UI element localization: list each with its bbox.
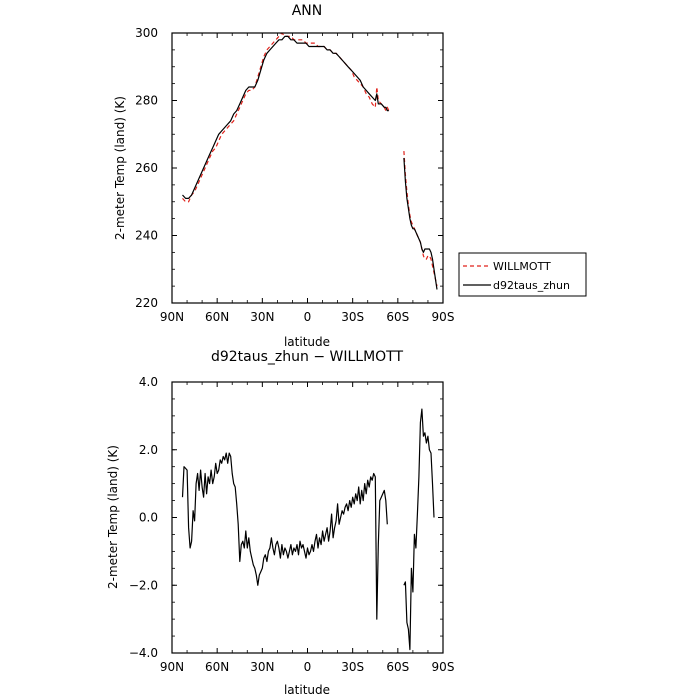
- series-lines: [182, 32, 438, 290]
- series-line-difference: [181, 452, 388, 620]
- chart-title: ANN: [292, 3, 323, 19]
- x-tick-label: 90S: [432, 660, 455, 674]
- y-axis-label: 2-meter Temp (land) (K): [113, 96, 127, 240]
- x-axis-label: latitude: [284, 683, 330, 697]
- y-axis-label: 2-meter Temp (land) (K): [106, 445, 120, 589]
- x-tick-label: 60S: [386, 660, 409, 674]
- series-line-difference: [403, 408, 435, 651]
- series-lines: [181, 408, 435, 651]
- x-tick-label: 90S: [432, 310, 455, 324]
- x-tick-label: 60N: [205, 310, 229, 324]
- series-line-willmott: [182, 32, 390, 203]
- y-tick-label: 300: [135, 26, 158, 40]
- y-tick-label: 0.0: [139, 511, 158, 525]
- series-line-willmott: [403, 151, 438, 287]
- x-tick-label: 90N: [160, 660, 184, 674]
- difference-chart: d92taus_zhun − WILLMOTT 2-meter Temp (la…: [106, 349, 454, 697]
- x-tick-label: 0: [304, 660, 312, 674]
- series-line-d92taus-zhun: [403, 157, 438, 290]
- x-tick-label: 90N: [160, 310, 184, 324]
- x-tick-label: 30S: [341, 310, 364, 324]
- y-tick-label: 240: [135, 229, 158, 243]
- x-tick-label: 30S: [341, 660, 364, 674]
- x-tick-label: 30N: [250, 660, 274, 674]
- x-tick-label: 60N: [205, 660, 229, 674]
- temperature-chart: ANN 2-meter Temp (land) (K) latitude 90N…: [113, 3, 587, 349]
- y-tick-label: 260: [135, 161, 158, 175]
- x-tick-label: 30N: [250, 310, 274, 324]
- plot-frame: [171, 381, 444, 654]
- plot-frame: [171, 32, 444, 304]
- x-axis-label: latitude: [284, 335, 330, 349]
- legend: WILLMOTT d92taus_zhun: [458, 252, 587, 297]
- y-tick-label: 2.0: [139, 443, 158, 457]
- x-tick-label: 60S: [386, 310, 409, 324]
- y-tick-label: 220: [135, 296, 158, 310]
- y-tick-label: 4.0: [139, 375, 158, 389]
- y-tick-label: 280: [135, 94, 158, 108]
- x-tick-label: 0: [304, 310, 312, 324]
- legend-label-willmott: WILLMOTT: [493, 260, 551, 273]
- series-line-d92taus-zhun: [182, 35, 389, 199]
- axis-ticks: 90N 60N 30N 0 30S 60S 90S −4.0 −2.0 0.0 2.0 4.0: [129, 375, 455, 674]
- axis-ticks: 90N 60N 30N 0 30S 60S 90S 220 240 260 280 300: [135, 26, 454, 324]
- legend-label-d92taus-zhun: d92taus_zhun: [493, 279, 570, 292]
- y-tick-label: −4.0: [129, 646, 158, 660]
- legend-box: [458, 252, 587, 297]
- chart-title: d92taus_zhun − WILLMOTT: [211, 349, 404, 365]
- y-tick-label: −2.0: [129, 578, 158, 592]
